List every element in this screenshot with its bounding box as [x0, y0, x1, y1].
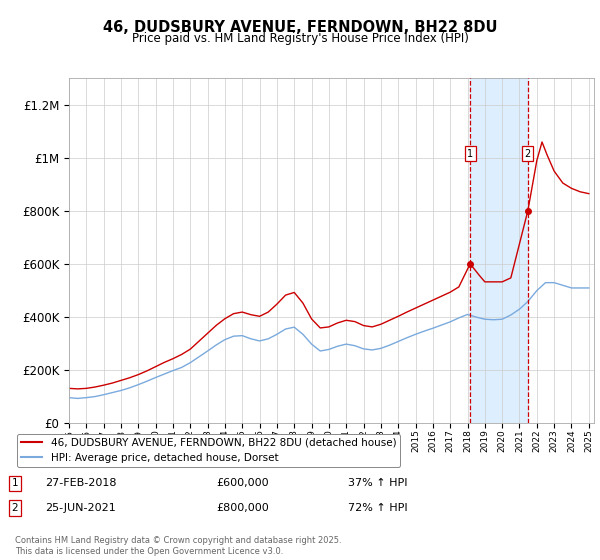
Text: Price paid vs. HM Land Registry's House Price Index (HPI): Price paid vs. HM Land Registry's House … — [131, 32, 469, 45]
Text: Contains HM Land Registry data © Crown copyright and database right 2025.
This d: Contains HM Land Registry data © Crown c… — [15, 536, 341, 556]
Text: 27-FEB-2018: 27-FEB-2018 — [45, 478, 116, 488]
Text: 1: 1 — [467, 149, 473, 159]
Text: £600,000: £600,000 — [216, 478, 269, 488]
Bar — [470, 78, 528, 423]
Text: 2: 2 — [524, 149, 531, 159]
Text: 72% ↑ HPI: 72% ↑ HPI — [348, 503, 407, 513]
Text: 1: 1 — [11, 478, 19, 488]
Legend: 46, DUDSBURY AVENUE, FERNDOWN, BH22 8DU (detached house), HPI: Average price, de: 46, DUDSBURY AVENUE, FERNDOWN, BH22 8DU … — [17, 433, 400, 467]
Text: 46, DUDSBURY AVENUE, FERNDOWN, BH22 8DU: 46, DUDSBURY AVENUE, FERNDOWN, BH22 8DU — [103, 20, 497, 35]
Text: 2: 2 — [11, 503, 19, 513]
Text: £800,000: £800,000 — [216, 503, 269, 513]
Text: 37% ↑ HPI: 37% ↑ HPI — [348, 478, 407, 488]
Text: 25-JUN-2021: 25-JUN-2021 — [45, 503, 116, 513]
